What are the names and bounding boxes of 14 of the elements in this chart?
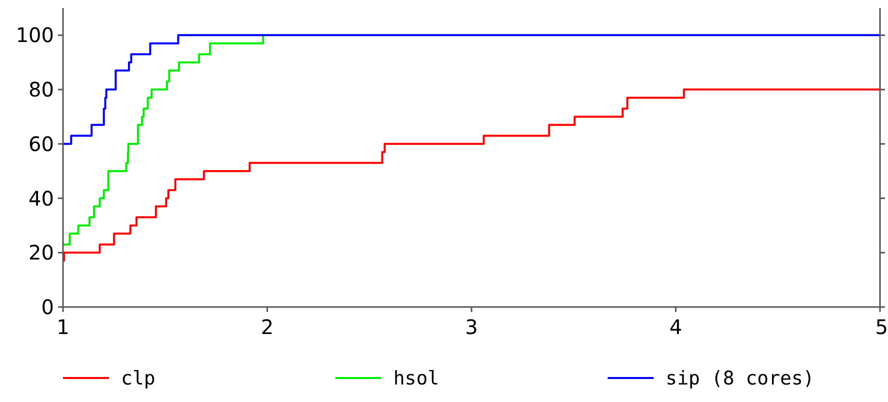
legend-label: sip (8 cores) — [666, 368, 814, 390]
y-tick-label: 80 — [28, 78, 54, 102]
x-tick-label: 4 — [669, 315, 682, 339]
y-tick-label: 40 — [28, 186, 54, 210]
x-tick-label: 1 — [56, 315, 70, 339]
y-tick-label: 0 — [41, 295, 54, 319]
legend-label: hsol — [393, 368, 440, 390]
y-tick-label: 20 — [28, 240, 54, 265]
y-tick-label: 60 — [28, 132, 54, 156]
y-tick-label: 100 — [16, 23, 54, 48]
x-tick-label: 2 — [260, 315, 274, 339]
x-tick-label: 3 — [465, 315, 478, 339]
legend-label: clp — [121, 368, 156, 390]
x-tick-label: 5 — [875, 315, 888, 339]
